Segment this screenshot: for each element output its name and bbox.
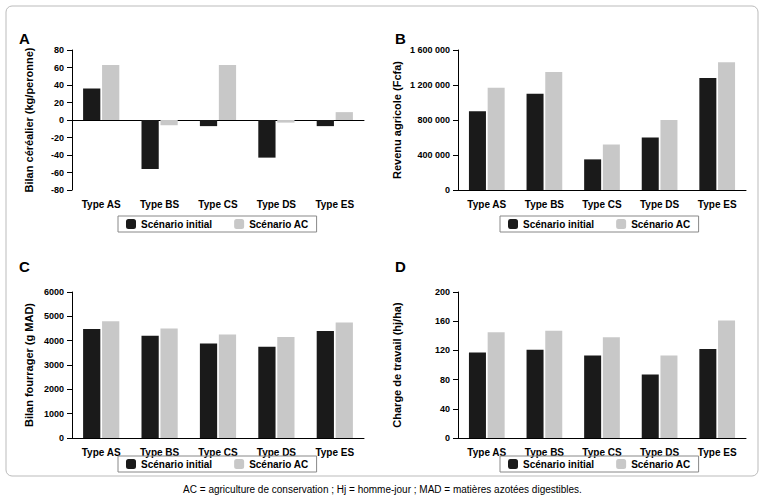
svg-text:0: 0 xyxy=(445,185,450,195)
svg-text:Type BS: Type BS xyxy=(524,446,564,458)
svg-text:Type CS: Type CS xyxy=(582,446,622,458)
svg-text:D: D xyxy=(395,258,406,275)
svg-text:40: 40 xyxy=(54,80,64,90)
svg-text:Type CS: Type CS xyxy=(582,199,622,210)
svg-text:Scénario initial: Scénario initial xyxy=(141,219,212,230)
svg-text:Type AS: Type AS xyxy=(82,199,121,210)
svg-text:80: 80 xyxy=(54,45,64,55)
svg-text:400 000: 400 000 xyxy=(417,150,450,160)
svg-text:Type ES: Type ES xyxy=(315,447,354,458)
svg-text:Type DS: Type DS xyxy=(640,446,680,458)
svg-text:2000: 2000 xyxy=(44,384,64,394)
svg-text:Type DS: Type DS xyxy=(256,446,296,458)
svg-text:Type ES: Type ES xyxy=(315,199,354,210)
svg-text:Type CS: Type CS xyxy=(198,199,238,210)
svg-text:80: 80 xyxy=(440,375,450,385)
svg-text:Type AS: Type AS xyxy=(82,447,121,458)
svg-text:Type AS: Type AS xyxy=(467,199,506,210)
svg-text:B: B xyxy=(395,30,406,47)
svg-text:C: C xyxy=(19,258,30,275)
svg-text:800 000: 800 000 xyxy=(417,115,450,125)
svg-text:Type ES: Type ES xyxy=(698,447,737,458)
svg-text:Revenu agricole (Fcfa): Revenu agricole (Fcfa) xyxy=(391,61,403,179)
svg-text:Scénario AC: Scénario AC xyxy=(249,219,308,230)
svg-text:40: 40 xyxy=(440,404,450,414)
svg-text:Type BS: Type BS xyxy=(140,446,180,458)
svg-text:A: A xyxy=(19,30,30,47)
svg-text:-60: -60 xyxy=(51,168,64,178)
svg-text:-40: -40 xyxy=(51,150,64,160)
svg-text:Type AS: Type AS xyxy=(467,446,507,458)
svg-text:Scénario AC: Scénario AC xyxy=(631,459,690,470)
svg-text:Scénario initial: Scénario initial xyxy=(141,459,212,470)
svg-text:120: 120 xyxy=(435,345,450,355)
svg-text:Type BS: Type BS xyxy=(525,199,565,210)
svg-text:Scénario initial: Scénario initial xyxy=(523,459,594,470)
svg-text:Scénario AC: Scénario AC xyxy=(631,219,690,230)
svg-text:Type CS: Type CS xyxy=(198,446,238,458)
svg-text:Charge de travail (hj/ha): Charge de travail (hj/ha) xyxy=(391,302,403,428)
svg-text:5000: 5000 xyxy=(44,311,64,321)
svg-text:1000: 1000 xyxy=(44,409,64,419)
svg-text:4000: 4000 xyxy=(44,336,64,346)
svg-text:6000: 6000 xyxy=(44,287,64,297)
svg-text:0: 0 xyxy=(445,433,450,443)
svg-text:AC = agriculture de conservati: AC = agriculture de conservation ; Hj = … xyxy=(183,484,582,495)
svg-text:Type DS: Type DS xyxy=(640,199,680,210)
svg-text:Scénario AC: Scénario AC xyxy=(249,459,308,470)
svg-text:0: 0 xyxy=(59,115,64,125)
svg-text:20: 20 xyxy=(54,98,64,108)
svg-text:1 600 000: 1 600 000 xyxy=(410,45,450,55)
svg-text:-80: -80 xyxy=(51,185,64,195)
svg-text:Scénario initial: Scénario initial xyxy=(523,219,594,230)
svg-text:Type BS: Type BS xyxy=(140,199,180,210)
svg-text:Type DS: Type DS xyxy=(257,199,297,210)
svg-text:3000: 3000 xyxy=(44,360,64,370)
svg-text:1 200 000: 1 200 000 xyxy=(410,80,450,90)
svg-text:Bilan fourrager (g MAD): Bilan fourrager (g MAD) xyxy=(23,303,35,427)
svg-text:0: 0 xyxy=(59,433,64,443)
svg-text:160: 160 xyxy=(435,316,450,326)
svg-text:Bilan céréalier (kg/peronne): Bilan céréalier (kg/peronne) xyxy=(23,47,35,192)
svg-text:200: 200 xyxy=(435,287,450,297)
svg-text:-20: -20 xyxy=(51,133,64,143)
svg-text:60: 60 xyxy=(54,63,64,73)
svg-text:Type ES: Type ES xyxy=(698,199,737,210)
